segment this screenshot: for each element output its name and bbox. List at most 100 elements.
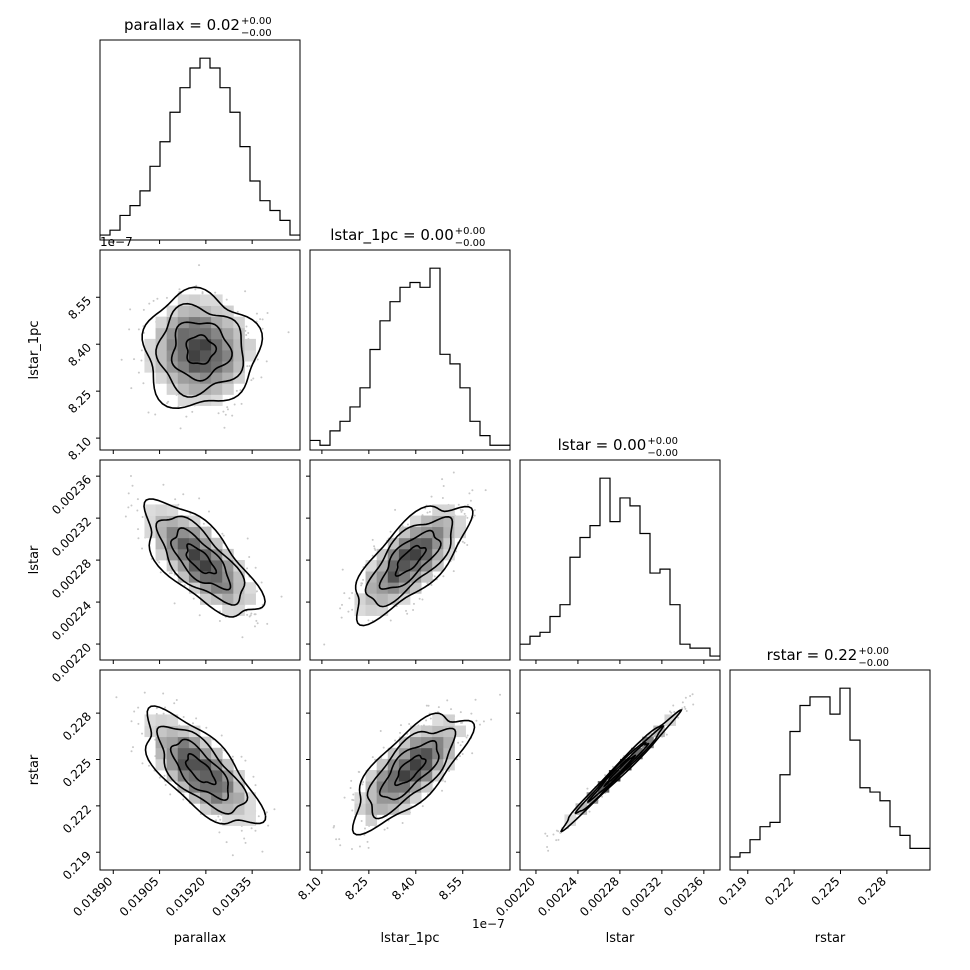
density-bin — [233, 316, 245, 329]
density-bin — [177, 736, 190, 749]
density-bin — [166, 504, 179, 516]
density-bin — [155, 758, 168, 771]
density-bin — [200, 294, 212, 306]
density-bin — [211, 781, 223, 793]
density-bin — [387, 781, 400, 793]
density-bin — [155, 725, 168, 738]
y-tick-label-lstar: 0.00236 — [49, 472, 94, 517]
contour-level — [143, 498, 266, 618]
sample-point — [182, 493, 185, 496]
sample-point — [374, 758, 377, 761]
sample-point — [689, 694, 692, 697]
density-bin — [387, 792, 400, 804]
density-bin — [211, 361, 223, 373]
sample-point — [471, 489, 474, 492]
density-bin — [454, 526, 466, 539]
panel-lstar_1pc-parallax: 8.10 8.25 8.40 8.55 — [65, 249, 301, 463]
sample-point — [246, 537, 249, 540]
sample-point — [253, 625, 256, 628]
density-bin — [188, 350, 201, 362]
density-bin — [432, 736, 444, 749]
y-tick-label-rstar: 0.222 — [60, 802, 94, 836]
sample-point — [371, 538, 374, 541]
density-bin — [398, 571, 411, 583]
sample-point — [604, 774, 607, 777]
density-bin — [155, 714, 168, 726]
density-bin — [188, 571, 201, 583]
contour-level — [156, 725, 249, 815]
sample-point — [424, 507, 427, 510]
sample-point — [142, 382, 145, 385]
sample-point — [332, 826, 335, 829]
density-bin — [177, 537, 190, 550]
density-bin — [365, 604, 378, 616]
sample-point — [165, 296, 168, 299]
sample-point — [84, 701, 86, 703]
sample-point — [394, 508, 397, 511]
title-sub-parallax: −0.00 — [241, 28, 272, 39]
contour-level — [155, 515, 246, 606]
histogram-lstar_1pc — [310, 267, 510, 446]
contour-level — [574, 724, 665, 815]
sample-point — [421, 805, 424, 808]
density-bin — [244, 792, 256, 804]
contour-level — [351, 712, 476, 836]
density-bin — [155, 526, 168, 539]
sample-point — [233, 403, 236, 406]
sample-point — [266, 622, 269, 625]
density-bin — [144, 504, 156, 516]
panel-lstar_1pc-lstar_1pc: lstar_1pc = 0.00 +0.00−0.00 — [309, 226, 511, 454]
density-bin — [222, 814, 234, 826]
sample-point — [247, 331, 250, 334]
density-bin — [177, 338, 190, 351]
sample-point — [225, 298, 228, 301]
density-bin — [387, 548, 400, 561]
density-bin — [188, 383, 201, 395]
sample-point — [255, 312, 258, 315]
sample-point — [437, 706, 440, 709]
density-bin — [166, 515, 179, 528]
sample-point — [444, 780, 447, 783]
sample-point — [226, 408, 229, 411]
density-bin — [365, 781, 378, 793]
density-bin — [200, 747, 212, 760]
density-bin — [620, 758, 632, 771]
density-bin — [365, 593, 378, 605]
sample-point — [405, 609, 408, 612]
density-bin — [376, 758, 389, 771]
density-bin — [421, 747, 433, 760]
density-bin — [166, 548, 179, 561]
sample-point — [611, 765, 614, 768]
density-bin — [177, 350, 190, 362]
sample-point — [490, 718, 493, 721]
sample-point — [198, 264, 201, 267]
x-tick-label-lstar: 0.00224 — [535, 874, 580, 919]
title-lstar_1pc: lstar_1pc = 0.00 — [330, 226, 454, 245]
sample-point — [469, 499, 472, 502]
sample-point — [254, 566, 257, 569]
sample-point — [198, 497, 201, 500]
sample-point — [692, 703, 695, 706]
density-bin — [365, 770, 378, 782]
sample-point — [470, 712, 473, 715]
density-bin — [410, 571, 422, 583]
sample-point — [351, 592, 354, 595]
density-bin — [376, 548, 389, 561]
sample-point — [333, 824, 336, 827]
density-bin — [410, 736, 422, 749]
density-bin — [155, 747, 168, 760]
sample-point — [441, 496, 444, 499]
sample-point — [93, 689, 95, 691]
density-bin — [177, 327, 190, 340]
density-bin — [244, 814, 256, 826]
density-bin — [155, 350, 168, 362]
sample-point — [361, 582, 364, 585]
sample-point — [250, 612, 253, 615]
sample-point — [254, 784, 257, 787]
panel-rstar-rstar: rstar = 0.22 +0.00−0.00 0.219 0.222 0.225 0.2… — [716, 646, 931, 908]
contour-level — [144, 705, 267, 825]
density-bin — [155, 548, 168, 561]
sample-point — [131, 746, 134, 749]
sample-point — [408, 722, 411, 725]
